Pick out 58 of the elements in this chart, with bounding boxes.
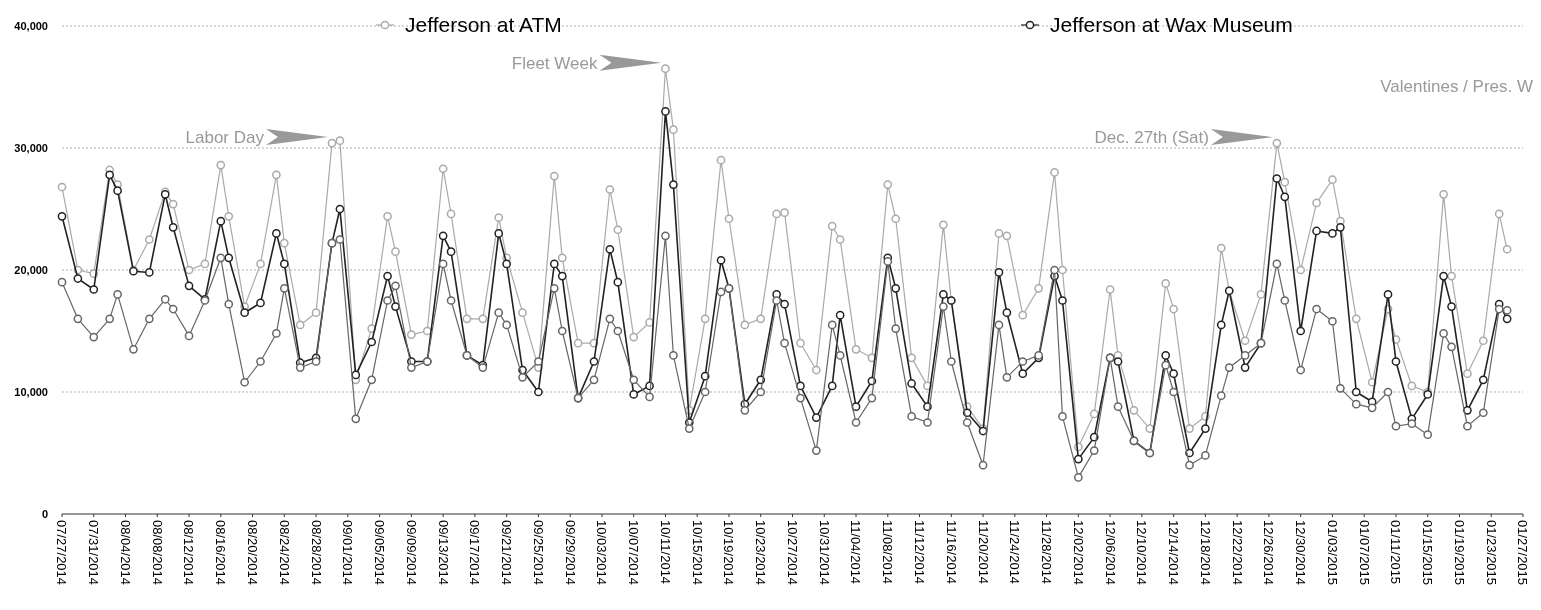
x-tick-label: 10/19/2014 xyxy=(721,520,737,586)
legend-label: Jefferson at ATM xyxy=(405,13,562,37)
x-tick-label: 09/21/2014 xyxy=(499,520,515,586)
y-tick-label: 40,000 xyxy=(14,19,48,32)
x-tick-label: 11/12/2014 xyxy=(911,520,927,585)
x-tick-label: 11/28/2014 xyxy=(1039,520,1055,585)
annotation: Fleet Week xyxy=(511,53,598,73)
x-tick-label: 11/08/2014 xyxy=(880,520,896,585)
x-tick-label: 10/03/2014 xyxy=(594,520,610,586)
x-tick-label: 11/16/2014 xyxy=(943,520,959,585)
x-tick-label: 12/22/2014 xyxy=(1229,520,1245,586)
x-tick-label: 09/05/2014 xyxy=(372,520,388,586)
x-tick-label: 09/17/2014 xyxy=(467,520,483,586)
x-tick-label: 08/12/2014 xyxy=(181,520,197,586)
x-tick-label: 08/08/2014 xyxy=(149,520,165,586)
y-tick-label: 30,000 xyxy=(14,141,48,154)
x-tick-label: 01/15/2015 xyxy=(1420,520,1436,586)
x-tick-label: 12/30/2014 xyxy=(1293,520,1309,586)
x-tick-label: 09/01/2014 xyxy=(340,520,356,586)
legend-label: Jefferson at Wax Museum xyxy=(1050,13,1293,37)
x-tick-label: 01/11/2015 xyxy=(1388,520,1404,585)
x-tick-label: 11/24/2014 xyxy=(1007,520,1023,585)
annotation: Valentines / Pres. W xyxy=(1380,77,1533,96)
x-tick-label: 08/04/2014 xyxy=(117,520,133,586)
x-tick-label: 11/04/2014 xyxy=(848,520,864,585)
x-tick-label: 08/24/2014 xyxy=(276,520,292,586)
x-tick-label: 07/31/2014 xyxy=(86,520,102,586)
x-tick-label: 10/07/2014 xyxy=(626,520,642,586)
x-tick-label: 09/09/2014 xyxy=(403,520,419,586)
x-tick-label: 10/27/2014 xyxy=(784,520,800,586)
x-tick-label: 12/06/2014 xyxy=(1102,520,1118,586)
x-tick-label: 09/13/2014 xyxy=(435,520,451,586)
x-tick-label: 10/15/2014 xyxy=(689,520,705,586)
x-tick-label: 01/07/2015 xyxy=(1356,520,1372,586)
x-tick-label: 07/27/2014 xyxy=(54,520,70,586)
x-tick-label: 10/11/2014 xyxy=(657,520,673,585)
y-tick-label: 20,000 xyxy=(14,263,48,276)
y-tick-label: 10,000 xyxy=(14,385,48,398)
x-tick-label: 09/29/2014 xyxy=(562,520,578,586)
x-tick-label: 01/03/2015 xyxy=(1324,520,1340,586)
x-tick-label: 09/25/2014 xyxy=(530,520,546,586)
x-tick-label: 12/02/2014 xyxy=(1070,520,1086,586)
x-tick-label: 08/16/2014 xyxy=(213,520,229,586)
x-tick-label: 01/23/2015 xyxy=(1483,520,1499,586)
x-tick-label: 01/19/2015 xyxy=(1451,520,1467,586)
annotation: Dec. 27th (Sat) xyxy=(1094,128,1209,148)
x-tick-label: 11/20/2014 xyxy=(975,520,991,585)
x-tick-label: 01/27/2015 xyxy=(1515,520,1531,586)
x-tick-label: 12/14/2014 xyxy=(1166,520,1182,586)
x-tick-label: 12/10/2014 xyxy=(1134,520,1150,586)
x-tick-label: 08/20/2014 xyxy=(245,520,261,586)
y-tick-label: 0 xyxy=(41,507,48,520)
x-tick-label: 12/18/2014 xyxy=(1197,520,1213,586)
annotation: Labor Day xyxy=(185,128,265,148)
x-tick-label: 08/28/2014 xyxy=(308,520,324,586)
x-tick-label: 10/23/2014 xyxy=(753,520,769,586)
x-tick-label: 12/26/2014 xyxy=(1261,520,1277,586)
x-tick-label: 10/31/2014 xyxy=(816,520,832,586)
